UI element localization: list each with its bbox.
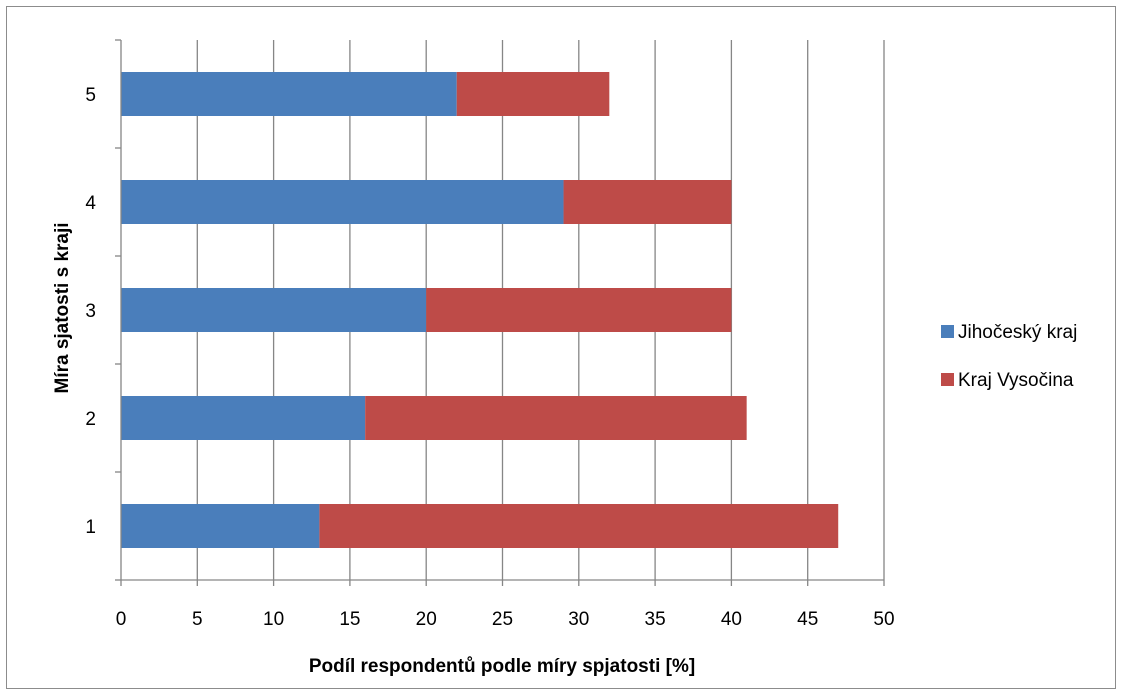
bar-segment: [121, 504, 319, 548]
bar-segment: [457, 72, 610, 116]
bar-segment: [121, 72, 457, 116]
legend-label: Kraj Vysočina: [958, 370, 1074, 391]
x-tick-label: 20: [416, 609, 437, 630]
y-tick-label: 4: [85, 193, 96, 214]
bar-segment: [121, 288, 426, 332]
x-tick-label: 15: [339, 609, 360, 630]
x-tick-labels: 0 5 10 15 20 25 30 35 40 45 50: [116, 609, 895, 630]
bar-segment: [121, 396, 365, 440]
legend: Jihočeský kraj Kraj Vysočina: [941, 322, 1077, 391]
x-tick-label: 0: [116, 609, 127, 630]
bar-segment: [365, 396, 747, 440]
x-tick-label: 35: [645, 609, 666, 630]
bars: [121, 72, 838, 548]
x-tick-label: 25: [492, 609, 513, 630]
y-tick-label: 2: [85, 409, 96, 430]
x-tick-label: 10: [263, 609, 284, 630]
legend-swatch: [941, 325, 954, 338]
y-tick-labels: 1 2 3 4 5: [85, 85, 96, 538]
y-tick-label: 1: [85, 517, 96, 538]
y-tick-label: 5: [85, 85, 96, 106]
x-tick-label: 40: [721, 609, 742, 630]
bar-segment: [319, 504, 838, 548]
y-tick-label: 3: [85, 301, 96, 322]
x-axis-title: Podíl respondentů podle míry spjatosti […: [309, 656, 695, 677]
x-tick-label: 5: [192, 609, 203, 630]
x-tick-label: 45: [797, 609, 818, 630]
y-axis-title: Míra sjatosti s kraji: [52, 222, 73, 393]
legend-swatch: [941, 373, 954, 386]
legend-label: Jihočeský kraj: [958, 322, 1077, 343]
x-tick-label: 30: [568, 609, 589, 630]
x-tick-label: 50: [873, 609, 894, 630]
bar-segment: [426, 288, 731, 332]
bar-segment: [564, 180, 732, 224]
bar-segment: [121, 180, 564, 224]
